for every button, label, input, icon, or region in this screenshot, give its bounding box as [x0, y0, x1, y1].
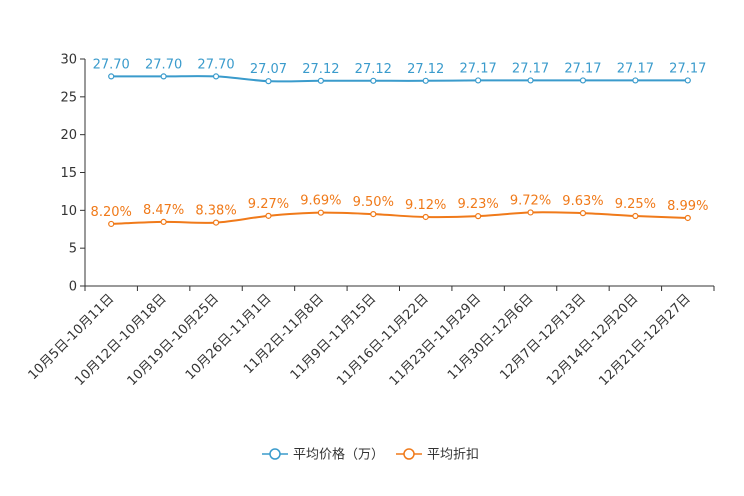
data-point[interactable] [632, 77, 639, 84]
series-2: 8.20% 8.47% 8.38% 9.27% 9.69% 9.50% 9.12% 9.23%… [91, 193, 708, 228]
y-tick-label: 30 [60, 53, 77, 68]
x-tick-label: 11月16日-11月22日 [334, 291, 431, 388]
data-label: 9.50% [353, 195, 394, 210]
data-point[interactable] [265, 212, 272, 219]
data-label: 9.12% [405, 198, 446, 213]
data-label: 27.17 [669, 61, 706, 76]
data-label: 9.27% [248, 197, 289, 212]
y-tick-label: 10 [60, 204, 77, 219]
data-label: 9.72% [510, 193, 551, 208]
data-label: 27.12 [302, 62, 339, 77]
legend-marker-icon [269, 448, 281, 460]
data-label: 8.47% [143, 203, 184, 218]
y-tick-label: 25 [60, 90, 77, 105]
data-point[interactable] [317, 77, 324, 84]
data-point[interactable] [422, 77, 429, 84]
y-tick-label: 5 [69, 242, 77, 257]
legend-marker-icon [403, 448, 415, 460]
data-label: 27.70 [145, 57, 182, 72]
series-layer: 27.70 27.70 27.70 27.07 27.12 27.12 27.12 27.17… [91, 57, 708, 228]
data-point[interactable] [108, 220, 115, 228]
data-label: 8.99% [667, 199, 708, 214]
y-tick-label: 0 [69, 280, 77, 295]
data-label: 8.20% [91, 205, 132, 220]
data-label: 9.23% [457, 197, 498, 212]
x-tick-label: 10月5日-10月11日 [26, 291, 118, 383]
legend-item-2[interactable]: 平均折扣 [396, 448, 479, 463]
data-label: 27.17 [564, 61, 601, 76]
series-line [111, 211, 688, 225]
data-label: 27.12 [407, 62, 444, 77]
data-point[interactable] [475, 213, 482, 220]
x-tick-label: 11月23日-11月29日 [387, 291, 484, 388]
data-point[interactable] [160, 218, 167, 226]
data-label: 27.17 [460, 61, 497, 76]
data-label: 27.07 [250, 62, 287, 77]
data-point[interactable] [212, 219, 220, 226]
legend-label: 平均折扣 [427, 448, 479, 463]
data-point[interactable] [422, 213, 429, 221]
data-point[interactable] [527, 209, 534, 216]
y-tick-label: 20 [60, 128, 77, 143]
x-tick-label: 10月12日-10月18日 [72, 291, 169, 388]
data-label: 27.17 [512, 61, 549, 76]
x-tick-label: 10月19日-10月25日 [125, 291, 222, 388]
data-point[interactable] [265, 78, 272, 85]
data-label: 27.12 [355, 62, 392, 77]
y-tick-label: 15 [60, 166, 77, 181]
data-point[interactable] [579, 210, 587, 217]
data-point[interactable] [108, 73, 115, 80]
data-point[interactable] [475, 77, 482, 84]
data-point[interactable] [527, 77, 534, 84]
data-label: 9.63% [562, 194, 603, 209]
data-point[interactable] [370, 211, 377, 218]
data-label: 27.70 [93, 57, 130, 72]
data-point[interactable] [684, 214, 691, 222]
data-point[interactable] [684, 77, 691, 84]
data-label: 27.17 [617, 61, 654, 76]
data-label: 9.25% [615, 197, 656, 212]
axes: 0 5 10 15 20 25 30 10月5日-10月11日10月12日-10月18日10月… [26, 53, 715, 389]
legend[interactable]: 平均价格（万） 平均折扣 [262, 447, 479, 463]
series-line [111, 75, 688, 83]
data-point[interactable] [160, 73, 167, 80]
legend-item-1[interactable]: 平均价格（万） [262, 447, 384, 463]
series-1: 27.70 27.70 27.70 27.07 27.12 27.12 27.12 27.17… [93, 57, 706, 85]
data-label: 8.38% [195, 204, 236, 219]
x-tick-label: 12月14日-12月20日 [544, 291, 641, 388]
legend-label: 平均价格（万） [293, 447, 384, 463]
data-point[interactable] [212, 73, 220, 80]
data-point[interactable] [317, 209, 324, 216]
data-label: 27.70 [197, 57, 234, 72]
data-point[interactable] [579, 77, 587, 84]
data-point[interactable] [370, 77, 377, 84]
data-label: 9.69% [300, 194, 341, 209]
x-tick-label: 12月21日-12月27日 [596, 291, 693, 388]
data-point[interactable] [632, 212, 639, 220]
